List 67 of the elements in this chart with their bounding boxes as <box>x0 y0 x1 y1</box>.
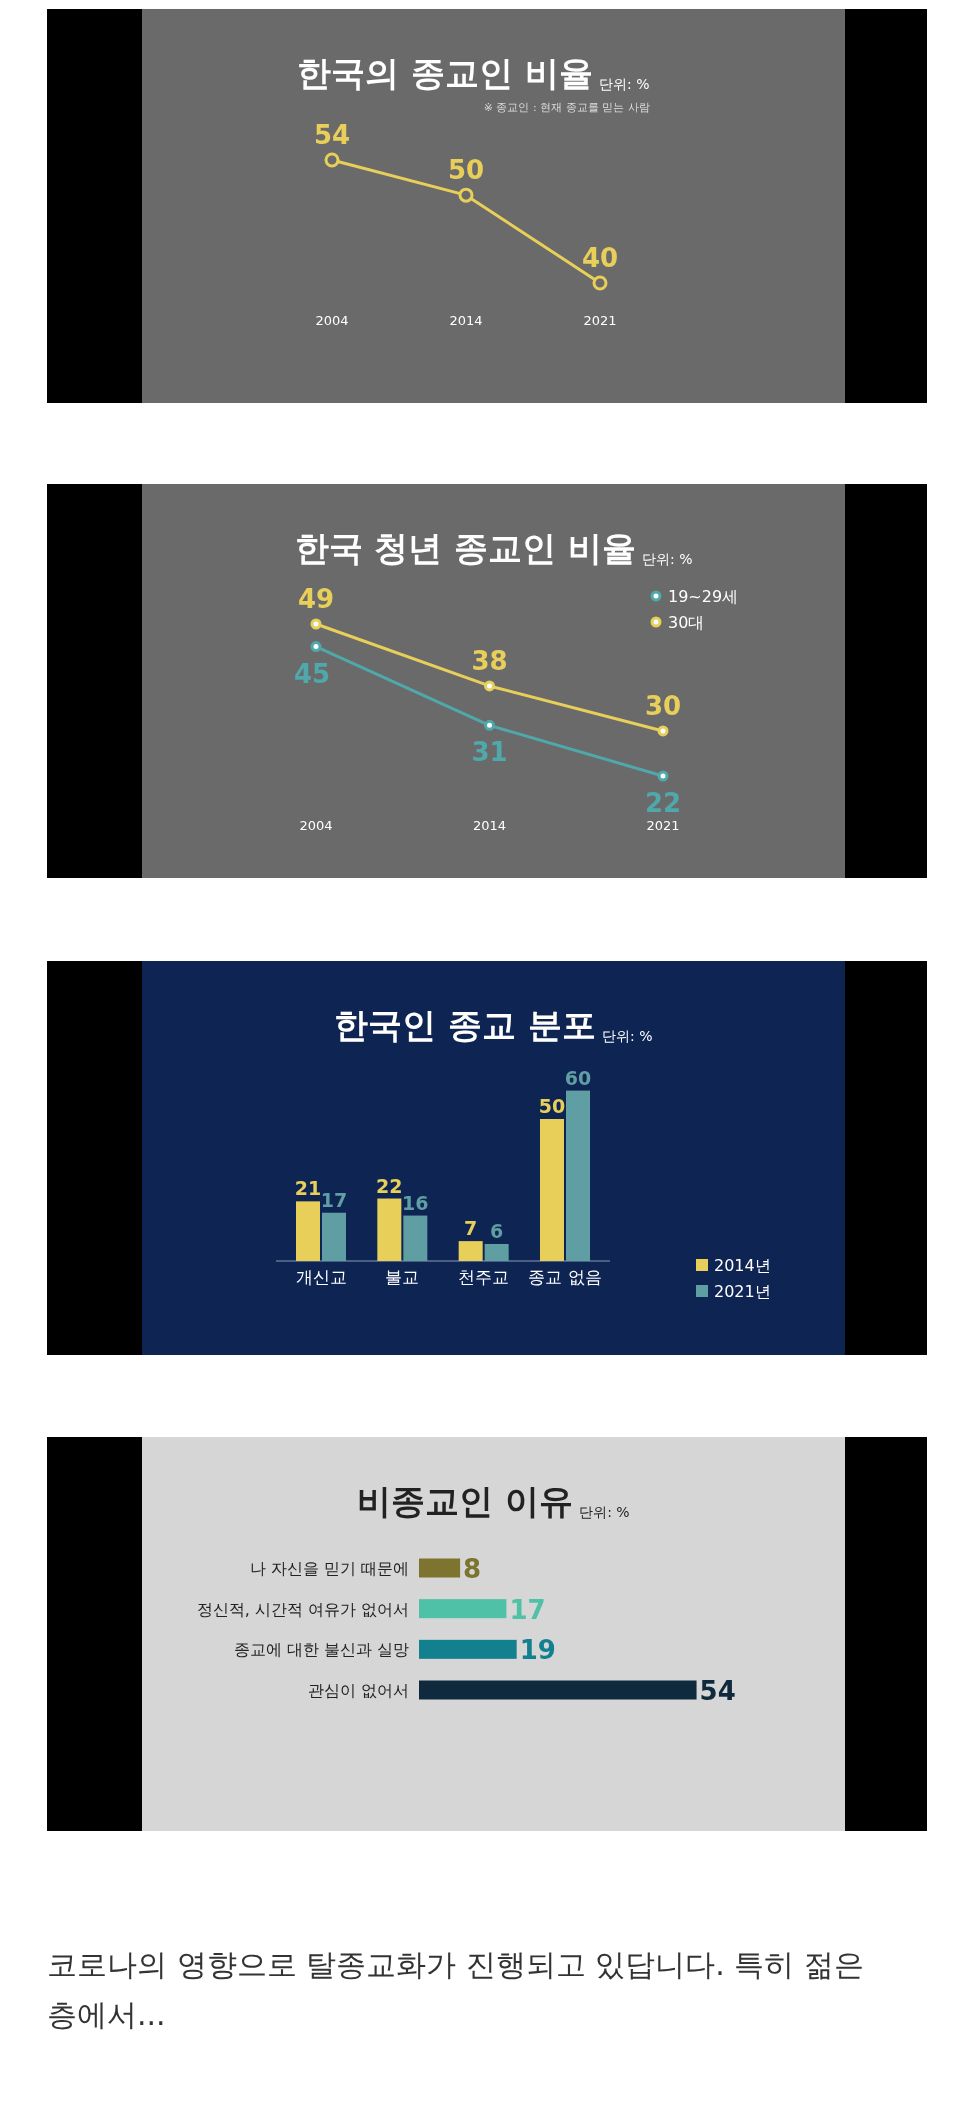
x-tick-label: 2021 <box>583 313 617 328</box>
data-label: 49 <box>297 584 335 614</box>
point <box>657 770 669 782</box>
bar <box>419 1558 461 1578</box>
chart-subtitle: 단위: % <box>602 1028 653 1044</box>
bar <box>296 1201 320 1261</box>
data-label: 22 <box>644 788 682 818</box>
chart-title: 한국 청년 종교인 비율 <box>294 528 637 568</box>
y-tick-label: 정신적, 시간적 여유가 없어서 <box>196 1599 409 1619</box>
legend-label: 2021년 <box>714 1282 771 1301</box>
data-label: 7 <box>464 1217 478 1240</box>
x-tick-label: 개신교 <box>295 1267 347 1287</box>
data-label: 31 <box>471 737 508 768</box>
point <box>310 641 322 653</box>
data-label: 60 <box>564 1066 592 1089</box>
data-label: 16 <box>402 1191 429 1214</box>
data-label: 40 <box>581 243 619 273</box>
point <box>310 618 322 630</box>
x-tick-label: 2004 <box>315 313 349 328</box>
bar <box>322 1212 346 1261</box>
bar <box>419 1599 507 1619</box>
data-label: 54 <box>313 120 351 150</box>
data-label: 19 <box>519 1635 556 1666</box>
data-label: 50 <box>538 1095 566 1117</box>
x-tick-label: 2021 <box>646 818 680 833</box>
bar <box>484 1243 509 1261</box>
legend-label: 30대 <box>668 613 705 632</box>
data-label: 8 <box>463 1554 482 1584</box>
data-label: 45 <box>293 658 331 689</box>
chart-subtitle: 단위: % <box>599 76 650 92</box>
text: ※ 종교인 : 현재 종교를 믿는 사람 <box>483 101 650 114</box>
text: 코로나의 영향으로 탈종교화가 진행되고 있답니다. 특히 젊은층에서... <box>47 1946 865 2034</box>
point <box>484 719 495 731</box>
data-label: 30 <box>644 690 682 721</box>
chart-title: 비종교인 이유 <box>357 1481 574 1521</box>
chart-subtitle: 단위: % <box>579 1504 630 1520</box>
data-label: 38 <box>471 645 508 676</box>
legend-label: 19~29세 <box>668 587 739 606</box>
bar <box>403 1215 428 1261</box>
bar <box>377 1198 402 1261</box>
x-tick-label: 2014 <box>449 313 483 328</box>
point <box>657 725 669 737</box>
point <box>484 680 495 692</box>
x-tick-label: 2004 <box>299 818 333 833</box>
x-tick-label: 천주교 <box>458 1267 510 1287</box>
bar <box>458 1241 483 1261</box>
x-tick-label: 불교 <box>385 1267 420 1287</box>
data-label: 50 <box>447 155 485 186</box>
bar <box>419 1680 697 1700</box>
data-label: 21 <box>294 1177 322 1200</box>
legend-label: 2014년 <box>714 1256 771 1275</box>
data-label: 17 <box>320 1188 348 1211</box>
y-tick-label: 종교에 대한 불신과 실망 <box>233 1640 409 1660</box>
data-label: 54 <box>699 1676 736 1706</box>
bar <box>566 1090 590 1261</box>
data-label: 22 <box>376 1174 403 1197</box>
data-label: 17 <box>509 1594 546 1625</box>
data-label: 6 <box>490 1219 504 1242</box>
x-tick-label: 2014 <box>472 818 507 833</box>
y-tick-label: 나 자신을 믿기 때문에 <box>249 1559 409 1578</box>
y-tick-label: 관심이 없어서 <box>307 1681 409 1700</box>
chart-title: 한국의 종교인 비율 <box>297 53 594 93</box>
chart-title: 한국인 종교 분포 <box>334 1005 597 1045</box>
x-tick-label: 종교 없음 <box>528 1267 602 1287</box>
chart-subtitle: 단위: % <box>642 551 693 567</box>
bar <box>540 1119 564 1261</box>
bar <box>419 1639 517 1659</box>
